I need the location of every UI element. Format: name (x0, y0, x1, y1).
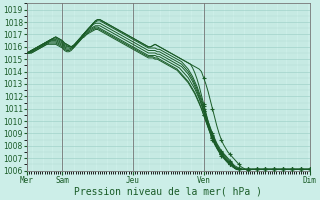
X-axis label: Pression niveau de la mer( hPa ): Pression niveau de la mer( hPa ) (74, 187, 262, 197)
